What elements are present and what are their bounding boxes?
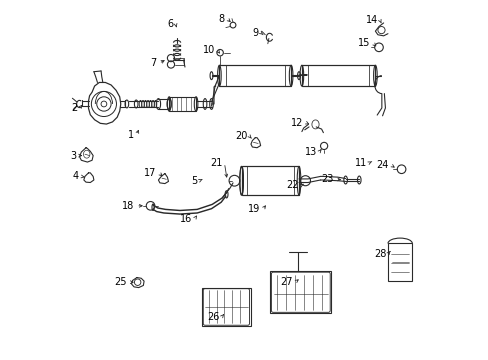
Bar	[169, 97, 196, 111]
Text: 11: 11	[354, 158, 366, 168]
Text: 4: 4	[73, 171, 79, 181]
Text: 9: 9	[252, 28, 258, 38]
Text: 21: 21	[209, 158, 222, 168]
Bar	[270, 271, 330, 314]
Text: 26: 26	[206, 312, 219, 322]
Bar	[202, 288, 250, 326]
Text: 17: 17	[144, 168, 156, 178]
Text: 15: 15	[358, 38, 370, 48]
Text: 2: 2	[71, 103, 77, 113]
Bar	[219, 65, 290, 86]
Text: 1: 1	[128, 130, 134, 140]
Text: 18: 18	[122, 201, 134, 211]
Bar	[241, 166, 298, 195]
Text: 8: 8	[218, 14, 224, 24]
Text: 16: 16	[180, 214, 192, 224]
Text: 14: 14	[365, 15, 377, 26]
Text: 24: 24	[376, 160, 388, 170]
Text: 22: 22	[286, 180, 298, 190]
Text: 3: 3	[70, 150, 76, 161]
Text: 25: 25	[114, 277, 126, 287]
Text: 20: 20	[235, 131, 247, 141]
Text: 13: 13	[304, 147, 316, 157]
Bar	[387, 243, 411, 281]
Text: 12: 12	[291, 118, 303, 128]
Text: 19: 19	[248, 204, 260, 215]
Bar	[301, 65, 375, 86]
Text: 5: 5	[190, 176, 197, 186]
Text: 10: 10	[203, 45, 215, 55]
Text: 7: 7	[150, 58, 156, 68]
Text: 27: 27	[280, 277, 292, 287]
Text: 6: 6	[167, 19, 173, 29]
Text: 28: 28	[373, 248, 386, 258]
Text: 23: 23	[321, 174, 333, 184]
